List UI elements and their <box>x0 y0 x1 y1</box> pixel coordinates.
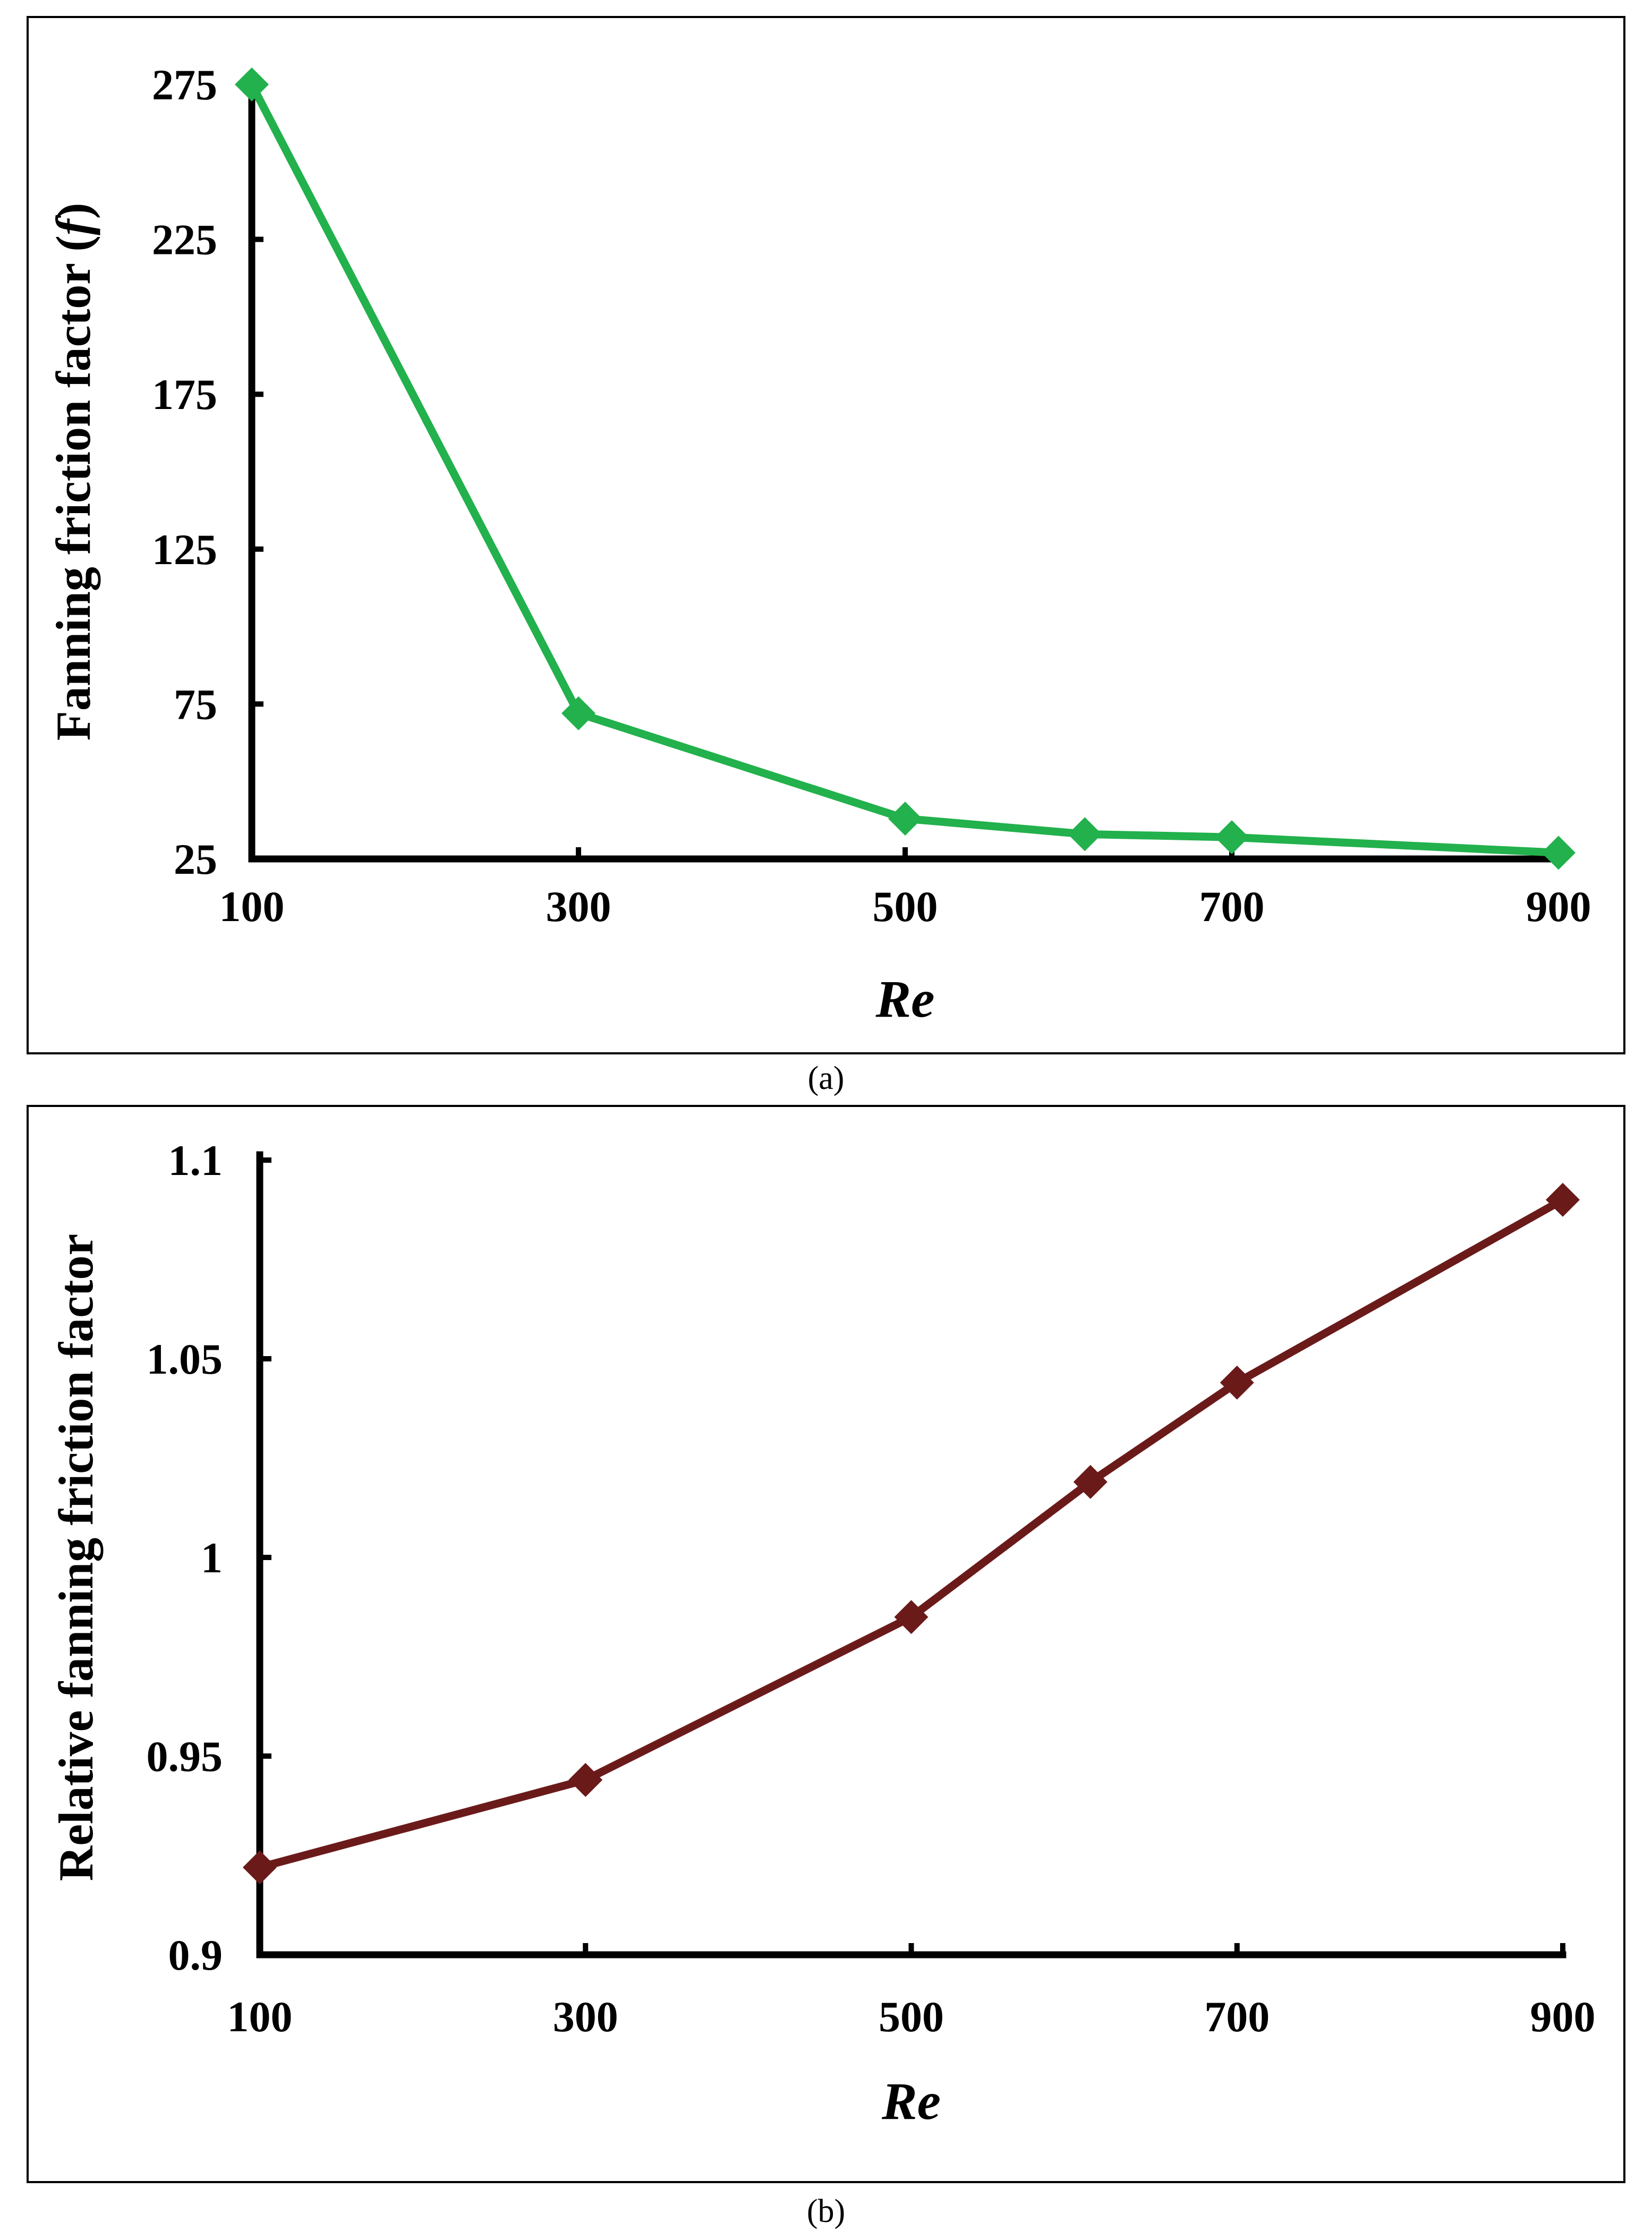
y-tick-label: 0.9 <box>168 1931 223 1979</box>
x-tick-label: 700 <box>1204 1992 1270 2041</box>
y-axis-title: Relative fanning friction factor <box>49 1234 103 1881</box>
y-tick-label: 175 <box>152 370 217 419</box>
chart-panel-a: 25 75 125 175 225 275 100 300 500 700 900 Re Fanning… <box>27 16 1625 1054</box>
y-tick-label: 225 <box>152 216 217 264</box>
y-tick-label: 1 <box>201 1534 223 1582</box>
x-tick-label: 300 <box>553 1992 618 2041</box>
caption-b: (b) <box>806 2193 846 2229</box>
data-point-marker <box>568 1762 603 1797</box>
data-point-marker <box>1215 820 1249 855</box>
series-line <box>256 1196 1567 1871</box>
data-point-marker <box>1073 1464 1108 1499</box>
series-line <box>248 80 1563 857</box>
x-tick-label: 500 <box>879 1992 944 2041</box>
y-axis-title-part: ) <box>46 203 100 219</box>
y-axis-title: Fanning friction factor (f) <box>46 203 100 741</box>
caption-a: (a) <box>807 1060 845 1096</box>
y-axis-title-part: Fanning friction factor ( <box>46 235 100 740</box>
chart-a-svg: 25 75 125 175 225 275 100 300 500 700 900 Re Fanning… <box>46 61 1591 1028</box>
data-point-marker <box>1220 1365 1254 1400</box>
data-point-marker <box>1068 817 1102 851</box>
chart-b-svg: 0.9 0.95 1 1.05 1.1 100 300 500 700 900 Re Relative… <box>49 1136 1596 2131</box>
x-tick-label: 100 <box>227 1992 293 2041</box>
x-tick-label: 700 <box>1199 882 1265 931</box>
x-tick-label: 300 <box>546 882 611 931</box>
x-axis-title: Re <box>881 2072 941 2131</box>
y-tick-label: 275 <box>152 61 217 109</box>
x-tick-label: 900 <box>1526 882 1591 931</box>
x-tick-label: 900 <box>1530 1992 1596 2041</box>
y-tick-label: 125 <box>152 525 217 574</box>
data-point-marker <box>243 1850 277 1885</box>
data-point-marker <box>1542 836 1576 870</box>
data-point-marker <box>235 67 269 101</box>
chart-panel-b: 0.9 0.95 1 1.05 1.1 100 300 500 700 900 Re Relative… <box>27 1105 1625 2183</box>
y-tick-label: 0.95 <box>147 1732 223 1781</box>
data-point-marker <box>894 1600 929 1634</box>
data-point-marker <box>561 696 595 730</box>
data-point-marker <box>888 802 922 836</box>
x-tick-label: 100 <box>219 882 285 931</box>
y-tick-label: 25 <box>174 835 217 883</box>
x-tick-label: 500 <box>873 882 938 931</box>
x-axis-title: Re <box>875 969 934 1028</box>
y-tick-label: 1.05 <box>147 1335 223 1383</box>
y-tick-label: 75 <box>174 680 217 728</box>
y-tick-label: 1.1 <box>168 1136 223 1185</box>
data-point-marker <box>1546 1182 1580 1217</box>
